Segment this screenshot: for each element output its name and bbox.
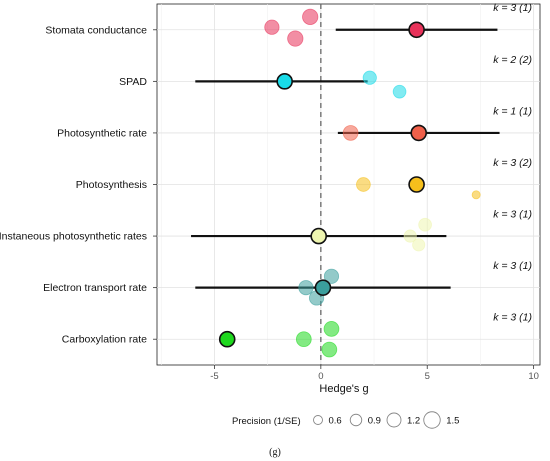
k-labels: k = 3 (1) k = 2 (2) k = 1 (1) k = 3 (2) k = … (493, 2, 532, 323)
k-label: k = 2 (2) (493, 54, 532, 66)
legend-size-key (349, 413, 363, 427)
summary-estimate (218, 330, 236, 348)
legend-size-key (313, 415, 323, 425)
effect-point (323, 268, 340, 284)
effect-point (362, 70, 377, 85)
k-label: k = 3 (1) (493, 209, 532, 221)
legend-entry-label: 0.9 (368, 416, 381, 427)
effect-point (356, 177, 371, 192)
legend-size-key (423, 411, 441, 429)
k-label: k = 3 (1) (493, 260, 532, 272)
x-tick-label: 10 (528, 371, 539, 382)
k-label: k = 3 (1) (493, 312, 532, 324)
x-axis-ticks: -5 0 5 10 (210, 365, 539, 382)
category-label: SPAD (119, 76, 147, 88)
summary-estimate (314, 279, 332, 296)
effect-point (287, 30, 304, 47)
effect-size-points (264, 8, 481, 358)
effect-point (418, 217, 432, 232)
x-axis-label: Hedge's g (319, 383, 368, 395)
legend: Precision (1/SE) 0.6 0.9 1.2 1.5 (232, 411, 459, 429)
category-label: Stomata conductance (45, 24, 147, 36)
effect-point (298, 280, 314, 296)
summary-estimate (410, 124, 428, 142)
figure-caption: (g) (269, 447, 281, 458)
x-tick-label: 0 (318, 371, 323, 382)
category-label: Instaneous photosynthetic rates (0, 231, 147, 243)
x-tick-label: 5 (425, 371, 430, 382)
summary-estimate (408, 176, 425, 193)
k-label: k = 1 (1) (493, 105, 532, 117)
category-label: Electron transport rate (43, 282, 147, 294)
summary-estimate (310, 227, 328, 245)
legend-size-key (386, 412, 402, 428)
effect-point (471, 190, 481, 200)
effect-point (321, 341, 338, 358)
effect-point (295, 331, 312, 348)
effect-point (323, 321, 340, 337)
legend-entry-label: 1.2 (407, 416, 420, 427)
summary-estimate (276, 73, 293, 90)
category-label: Carboxylation rate (62, 334, 147, 346)
effect-point (342, 125, 359, 141)
effect-point (392, 84, 407, 99)
legend-entry-label: 1.5 (446, 416, 459, 427)
k-label: k = 3 (1) (493, 2, 532, 14)
category-label: Photosynthetic rate (57, 127, 147, 139)
legend-title: Precision (1/SE) (232, 416, 301, 427)
effect-point (403, 229, 417, 243)
category-label: Photosynthesis (76, 179, 147, 191)
k-label: k = 3 (2) (493, 157, 532, 169)
legend-entry-label: 0.6 (328, 416, 341, 427)
summary-estimates (218, 21, 428, 348)
summary-estimate (408, 21, 425, 39)
x-tick-label: -5 (210, 371, 218, 382)
category-labels: Stomata conductance SPAD Photosynthetic ra… (0, 24, 157, 346)
effect-point (412, 238, 426, 252)
effect-point (302, 8, 319, 25)
effect-point (264, 19, 280, 35)
